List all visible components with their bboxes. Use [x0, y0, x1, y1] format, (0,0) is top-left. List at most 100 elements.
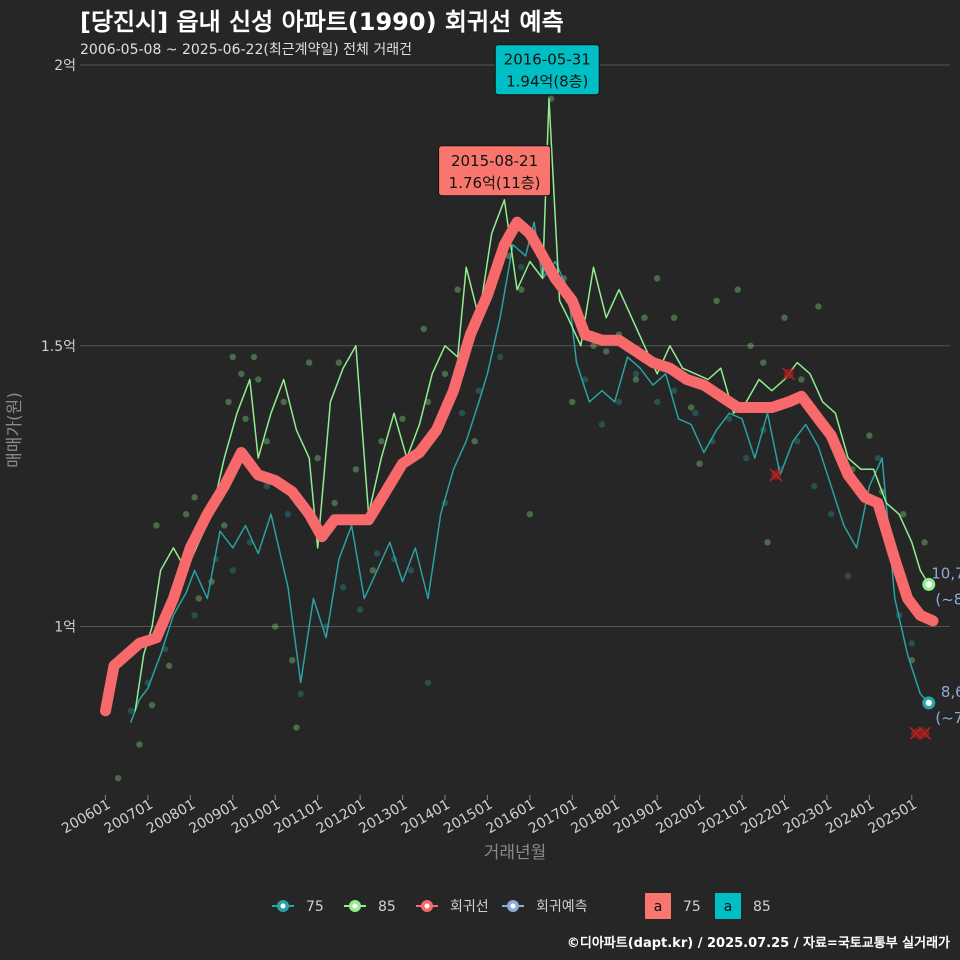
legend-label: 회귀선 [450, 899, 489, 915]
scatter-point-85 [136, 741, 143, 748]
outlier-cross [769, 468, 783, 482]
callout-75: 2015-08-21 1.76억(11층) [438, 145, 552, 197]
scatter-point-75 [908, 640, 916, 647]
scatter-point-75 [475, 387, 483, 394]
scatter-point-85 [153, 522, 160, 529]
legend-item: 85 [344, 899, 396, 915]
callout-box [438, 145, 552, 197]
legend-label: 75 [306, 899, 324, 915]
scatter-point-85 [569, 398, 576, 406]
scatter-point-75 [356, 606, 364, 613]
scatter-point-75 [670, 387, 678, 394]
scatter-point-85 [781, 314, 788, 321]
legend-box-glyph: a [724, 899, 733, 915]
scatter-point-85 [454, 286, 461, 293]
scatter-point-85 [713, 297, 720, 305]
scatter-point-85 [255, 376, 262, 383]
chart-subtitle: 2006-05-08 ~ 2025-06-22(최근계약일) 전체 거래건 [80, 42, 412, 58]
legend-box-glyph: a [654, 899, 663, 915]
legend-box-label: 85 [753, 899, 771, 915]
legend-item: 회귀예측 [502, 899, 588, 915]
end-size-75: (~75㎡) [935, 709, 960, 727]
scatter-point-85 [195, 595, 203, 602]
scatter-point-85 [288, 657, 296, 664]
scatter-point-85 [114, 774, 122, 782]
scatter-point-75 [229, 567, 236, 574]
legend-box [715, 893, 741, 919]
callout-price: 1.94억(8층) [506, 73, 588, 91]
scatter-point-85 [760, 359, 767, 366]
scatter-point-85 [441, 370, 449, 378]
callout-85: 2016-05-31 1.94억(8층) [494, 44, 600, 96]
scatter-point-85 [314, 454, 321, 462]
scatter-point-75 [653, 398, 661, 406]
legend-item: 회귀선 [416, 899, 489, 915]
legend-box-label: 75 [683, 899, 701, 915]
scatter-point-75 [726, 415, 733, 422]
outlier-marker [918, 726, 932, 740]
callout-price: 1.76억(11층) [449, 174, 541, 192]
regression-line [100, 216, 939, 717]
scatter-point-85 [866, 432, 873, 439]
legend-item: 75 [272, 899, 324, 915]
legend-label: 회귀예측 [536, 899, 588, 915]
scatter-point-75 [407, 567, 415, 574]
y-axis-title: 매매가(원) [5, 392, 25, 468]
scatter-point-85 [263, 438, 270, 445]
scatter-point-85 [293, 724, 300, 731]
scatter-point-75 [518, 263, 525, 271]
scatter-point-85 [378, 438, 385, 445]
scatter-point-85 [747, 342, 754, 349]
scatter-point-75 [246, 539, 253, 546]
scatter-point-75 [581, 376, 589, 383]
scatter-point-85 [687, 404, 695, 411]
outlier-marker [769, 468, 783, 482]
scatter-point-85 [670, 314, 678, 321]
scatter-point-85 [420, 325, 427, 333]
scatter-point-75 [297, 690, 304, 698]
scatter-point-75 [810, 482, 818, 490]
scatter-point-85 [653, 275, 661, 282]
scatter-point-85 [641, 314, 648, 321]
end-point-core-75 [925, 699, 932, 707]
scatter-point-85 [229, 353, 236, 361]
scatter-point-85 [250, 353, 258, 361]
y-tick-label: 2억 [54, 58, 76, 74]
scatter-point-75 [373, 550, 381, 557]
scatter-point-85 [335, 359, 343, 366]
scatter-point-75 [794, 438, 801, 445]
legend-box-item: a 85 [715, 893, 771, 919]
end-point-core-85 [925, 581, 932, 588]
scatter-point-75 [191, 612, 198, 619]
scatter-point-75 [339, 584, 347, 591]
legend-label: 85 [378, 899, 396, 915]
scatter-point-85 [148, 701, 156, 709]
callout-date: 2016-05-31 [504, 51, 591, 69]
scatter-point-85 [764, 539, 771, 546]
chart-title: [당진시] 읍내 신성 아파트(1990) 회귀선 예측 [80, 8, 564, 36]
scatter-point-85 [280, 398, 287, 406]
scatter-point-75 [424, 679, 432, 686]
callout-box [494, 44, 600, 96]
legend-dot-core [352, 903, 358, 909]
scatter-point-85 [191, 494, 198, 501]
scatter-point-85 [399, 415, 406, 422]
scatter-point-85 [590, 342, 597, 349]
end-size-85: (~85㎡) [935, 590, 960, 608]
scatter-point-85 [272, 623, 279, 630]
scatter-point-85 [305, 359, 313, 366]
scatter-point-85 [632, 376, 640, 383]
outlier-markers [769, 367, 932, 740]
x-axis-title: 거래년월 [484, 843, 547, 863]
scatter-point-75 [615, 398, 623, 406]
outlier-cross [918, 726, 932, 740]
scatter-point-85 [369, 567, 377, 574]
scatter-point-75 [874, 454, 882, 462]
footer-credit: ©디아파트(dapt.kr) / 2025.07.25 / 자료=국토교통부 실… [567, 935, 950, 951]
scatter-point-85 [424, 398, 432, 406]
legend-box-item: a 75 [645, 893, 701, 919]
scatter-point-75 [598, 421, 606, 428]
outlier-cross [782, 367, 796, 381]
scatter-point-85 [221, 522, 228, 529]
